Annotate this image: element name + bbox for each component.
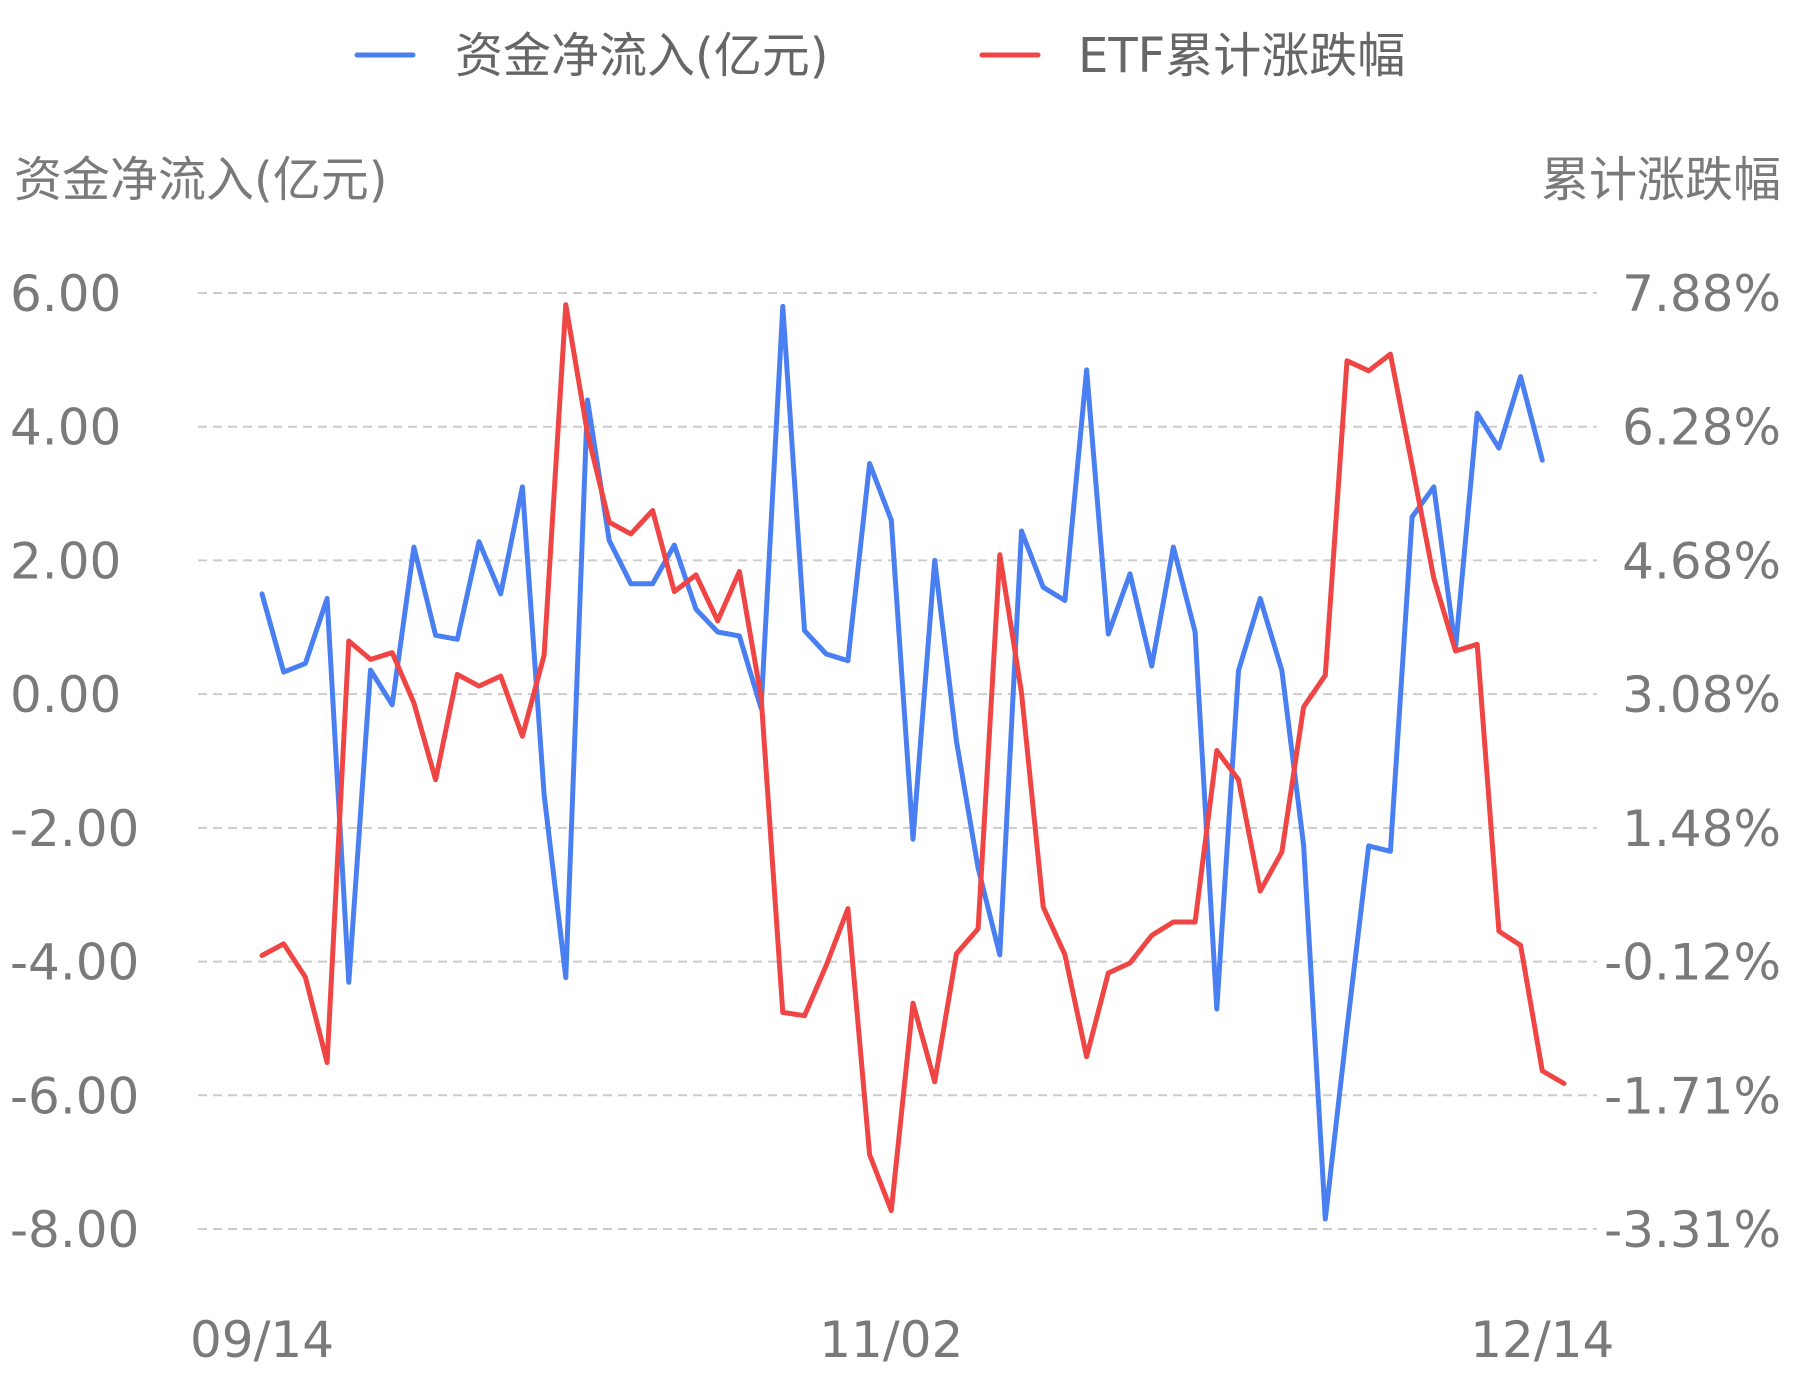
right-tick-label: -1.71% xyxy=(1604,1067,1781,1125)
right-tick-label: 1.48% xyxy=(1622,800,1781,858)
left-tick-label: -6.00 xyxy=(10,1067,139,1125)
series-lines xyxy=(259,302,1567,1222)
x-axis-ticks: 09/14 11/02 12/14 xyxy=(190,1311,1614,1369)
left-tick-label: 0.00 xyxy=(10,666,121,724)
x-tick-label: 12/14 xyxy=(1470,1311,1614,1369)
right-axis-ticks: 7.88% 6.28% 4.68% 3.08% 1.48% -0.12% -1.71% -3.… xyxy=(1604,265,1781,1259)
legend-label-net-inflow: 资金净流入(亿元) xyxy=(455,28,828,84)
right-tick-label: 6.28% xyxy=(1622,399,1781,457)
legend-label-etf-return: ETF累计涨跌幅 xyxy=(1078,28,1405,84)
right-tick-label: -3.31% xyxy=(1604,1201,1781,1259)
right-axis-title: 累计涨跌幅 xyxy=(1541,152,1781,208)
left-tick-label: -8.00 xyxy=(10,1201,139,1259)
right-tick-label: -0.12% xyxy=(1604,934,1781,992)
left-axis-ticks: 6.00 4.00 2.00 0.00 -2.00 -4.00 -6.00 -8.00 xyxy=(10,265,139,1259)
legend: 资金净流入(亿元) ETF累计涨跌幅 xyxy=(354,28,1405,84)
left-tick-label: 6.00 xyxy=(10,265,121,323)
right-tick-label: 7.88% xyxy=(1622,265,1781,323)
right-tick-label: 4.68% xyxy=(1622,532,1781,590)
net-inflow-line xyxy=(259,303,1545,1222)
gridlines xyxy=(198,292,1597,1230)
right-tick-label: 3.08% xyxy=(1622,666,1781,724)
left-axis-title: 资金净流入(亿元) xyxy=(14,152,387,208)
left-tick-label: 4.00 xyxy=(10,399,121,457)
left-tick-label: -2.00 xyxy=(10,800,139,858)
left-tick-label: 2.00 xyxy=(10,532,121,590)
left-tick-label: -4.00 xyxy=(10,934,139,992)
etf-return-line xyxy=(259,302,1567,1214)
x-tick-label: 09/14 xyxy=(190,1311,334,1369)
x-tick-label: 11/02 xyxy=(819,1311,963,1369)
